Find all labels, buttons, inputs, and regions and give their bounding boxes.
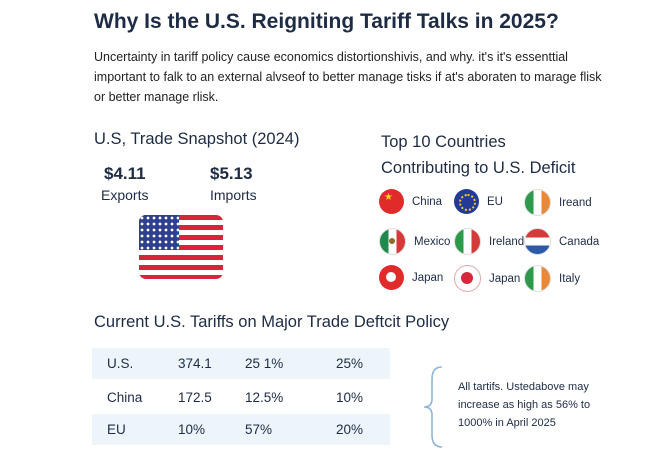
country-item: Ireland (454, 228, 524, 255)
country-item: China (379, 189, 442, 214)
row-country: EU (107, 422, 126, 437)
italy-flag-icon (454, 228, 481, 255)
country-label: Japan (412, 271, 444, 284)
table-row: China 172.5 12.5% 10% (92, 382, 390, 413)
table-row: U.S. 374.1 25 1% 25% (92, 348, 390, 379)
row-country: China (107, 390, 143, 405)
row-value-2: 25 1% (245, 356, 284, 371)
mexico-flag-icon (379, 228, 406, 255)
tariffs-title: Current U.S. Tariffs on Major Trade Deft… (94, 313, 450, 331)
country-item: Japan (379, 265, 443, 290)
intro-paragraph: Uncertainty in tariff policy cause econo… (94, 50, 602, 104)
row-value-2: 12.5% (245, 390, 284, 405)
country-label: Ireand (559, 196, 592, 209)
row-country: U.S. (107, 356, 134, 371)
netherlands-flag-icon (524, 228, 551, 255)
imports-label: Imports (210, 187, 257, 203)
snapshot-title: U.S, Trade Snapshot (2024) (94, 130, 300, 148)
table-row: EU 10% 57% 20% (92, 414, 390, 445)
country-label: EU (487, 195, 503, 208)
ireland-flag-icon (524, 189, 551, 216)
china-flag-icon (379, 189, 404, 214)
country-item: Canada (524, 228, 599, 255)
page-title: Why Is the U.S. Reigniting Tariff Talks … (94, 10, 559, 33)
exports-value: $4.11 (104, 164, 146, 183)
row-value-1: 10% (178, 422, 206, 437)
exports-label: Exports (101, 187, 149, 203)
top-countries-title-line2: Contributing to U.S. Deficit (381, 159, 576, 177)
brace-icon (423, 366, 443, 448)
us-flag-canton (139, 215, 179, 250)
country-label: Japan (489, 272, 521, 285)
country-label: Ireland (489, 235, 525, 248)
ireland-flag-icon (524, 265, 551, 292)
japan-flag-icon (454, 265, 481, 292)
row-value-2: 57% (245, 422, 273, 437)
eu-flag-icon (454, 189, 479, 214)
top-countries-title-line1: Top 10 Countries (381, 133, 506, 151)
country-item: Ireand (524, 189, 592, 216)
row-value-3: 25% (336, 356, 364, 371)
top-countries-title: Top 10 Countries Contributing to U.S. De… (381, 129, 575, 181)
imports-value: $5.13 (210, 164, 253, 183)
country-item: Mexico (379, 228, 450, 255)
row-value-1: 374.1 (178, 356, 212, 371)
country-label: Italy (559, 272, 581, 285)
country-item: Italy (524, 265, 580, 292)
row-value-3: 20% (336, 422, 364, 437)
country-label: Mexico (414, 235, 451, 248)
tariff-note: All tartifs. Ustedabove may increase as … (458, 381, 591, 429)
country-label: China (412, 195, 443, 208)
japan-flag-icon (379, 265, 404, 290)
row-value-1: 172.5 (178, 390, 212, 405)
country-label: Canada (559, 235, 600, 248)
row-value-3: 10% (336, 390, 364, 405)
country-item: Japan (454, 265, 520, 292)
us-flag-icon (139, 215, 223, 279)
country-item: EU (454, 189, 503, 214)
